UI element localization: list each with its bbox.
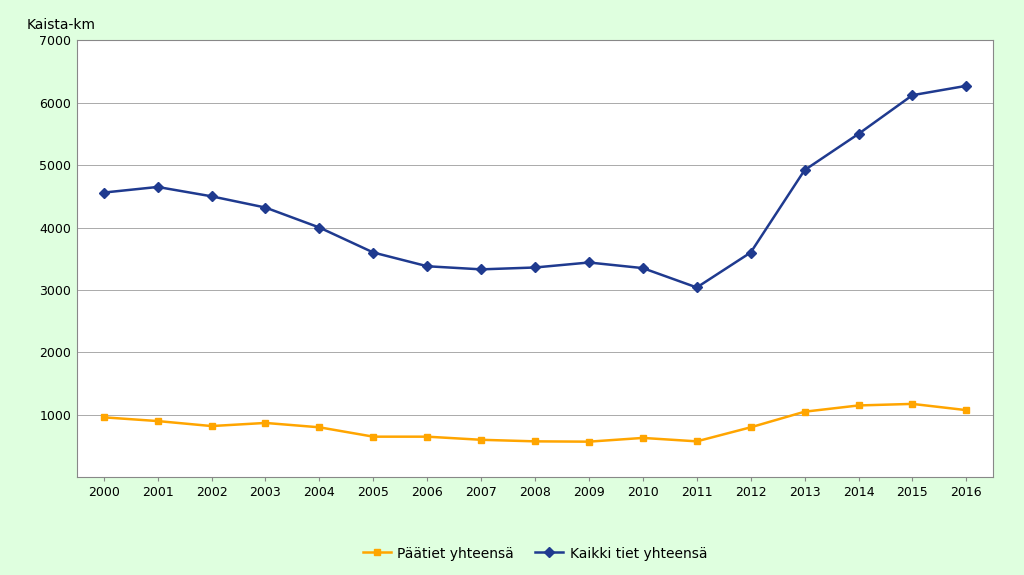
Päätiet yhteensä [906, 400, 919, 407]
Kaikki tiet yhteensä [368, 249, 380, 256]
Kaikki tiet yhteensä [313, 224, 326, 231]
Päätiet yhteensä [744, 424, 757, 431]
Päätiet yhteensä [852, 402, 864, 409]
Päätiet yhteensä [637, 435, 649, 442]
Päätiet yhteensä [529, 438, 542, 445]
Kaikki tiet yhteensä [206, 193, 218, 200]
Kaikki tiet yhteensä [690, 284, 702, 291]
Text: Kaista-km: Kaista-km [27, 17, 95, 32]
Kaikki tiet yhteensä [852, 131, 864, 137]
Kaikki tiet yhteensä [799, 167, 811, 174]
Päätiet yhteensä [152, 417, 164, 424]
Kaikki tiet yhteensä [906, 92, 919, 99]
Kaikki tiet yhteensä [421, 263, 433, 270]
Päätiet yhteensä [475, 436, 487, 443]
Päätiet yhteensä [690, 438, 702, 445]
Kaikki tiet yhteensä [259, 204, 271, 211]
Kaikki tiet yhteensä [152, 183, 164, 190]
Päätiet yhteensä [799, 408, 811, 415]
Päätiet yhteensä [313, 424, 326, 431]
Line: Kaikki tiet yhteensä: Kaikki tiet yhteensä [100, 82, 970, 291]
Päätiet yhteensä [206, 423, 218, 430]
Legend: Päätiet yhteensä, Kaikki tiet yhteensä: Päätiet yhteensä, Kaikki tiet yhteensä [357, 541, 713, 566]
Kaikki tiet yhteensä [583, 259, 595, 266]
Päätiet yhteensä [961, 407, 973, 413]
Kaikki tiet yhteensä [529, 264, 542, 271]
Line: Päätiet yhteensä: Päätiet yhteensä [100, 400, 970, 445]
Päätiet yhteensä [97, 414, 110, 421]
Päätiet yhteensä [368, 433, 380, 440]
Päätiet yhteensä [259, 420, 271, 427]
Päätiet yhteensä [421, 433, 433, 440]
Kaikki tiet yhteensä [475, 266, 487, 273]
Kaikki tiet yhteensä [637, 264, 649, 271]
Kaikki tiet yhteensä [97, 189, 110, 196]
Kaikki tiet yhteensä [961, 82, 973, 89]
Päätiet yhteensä [583, 438, 595, 445]
Kaikki tiet yhteensä [744, 249, 757, 256]
